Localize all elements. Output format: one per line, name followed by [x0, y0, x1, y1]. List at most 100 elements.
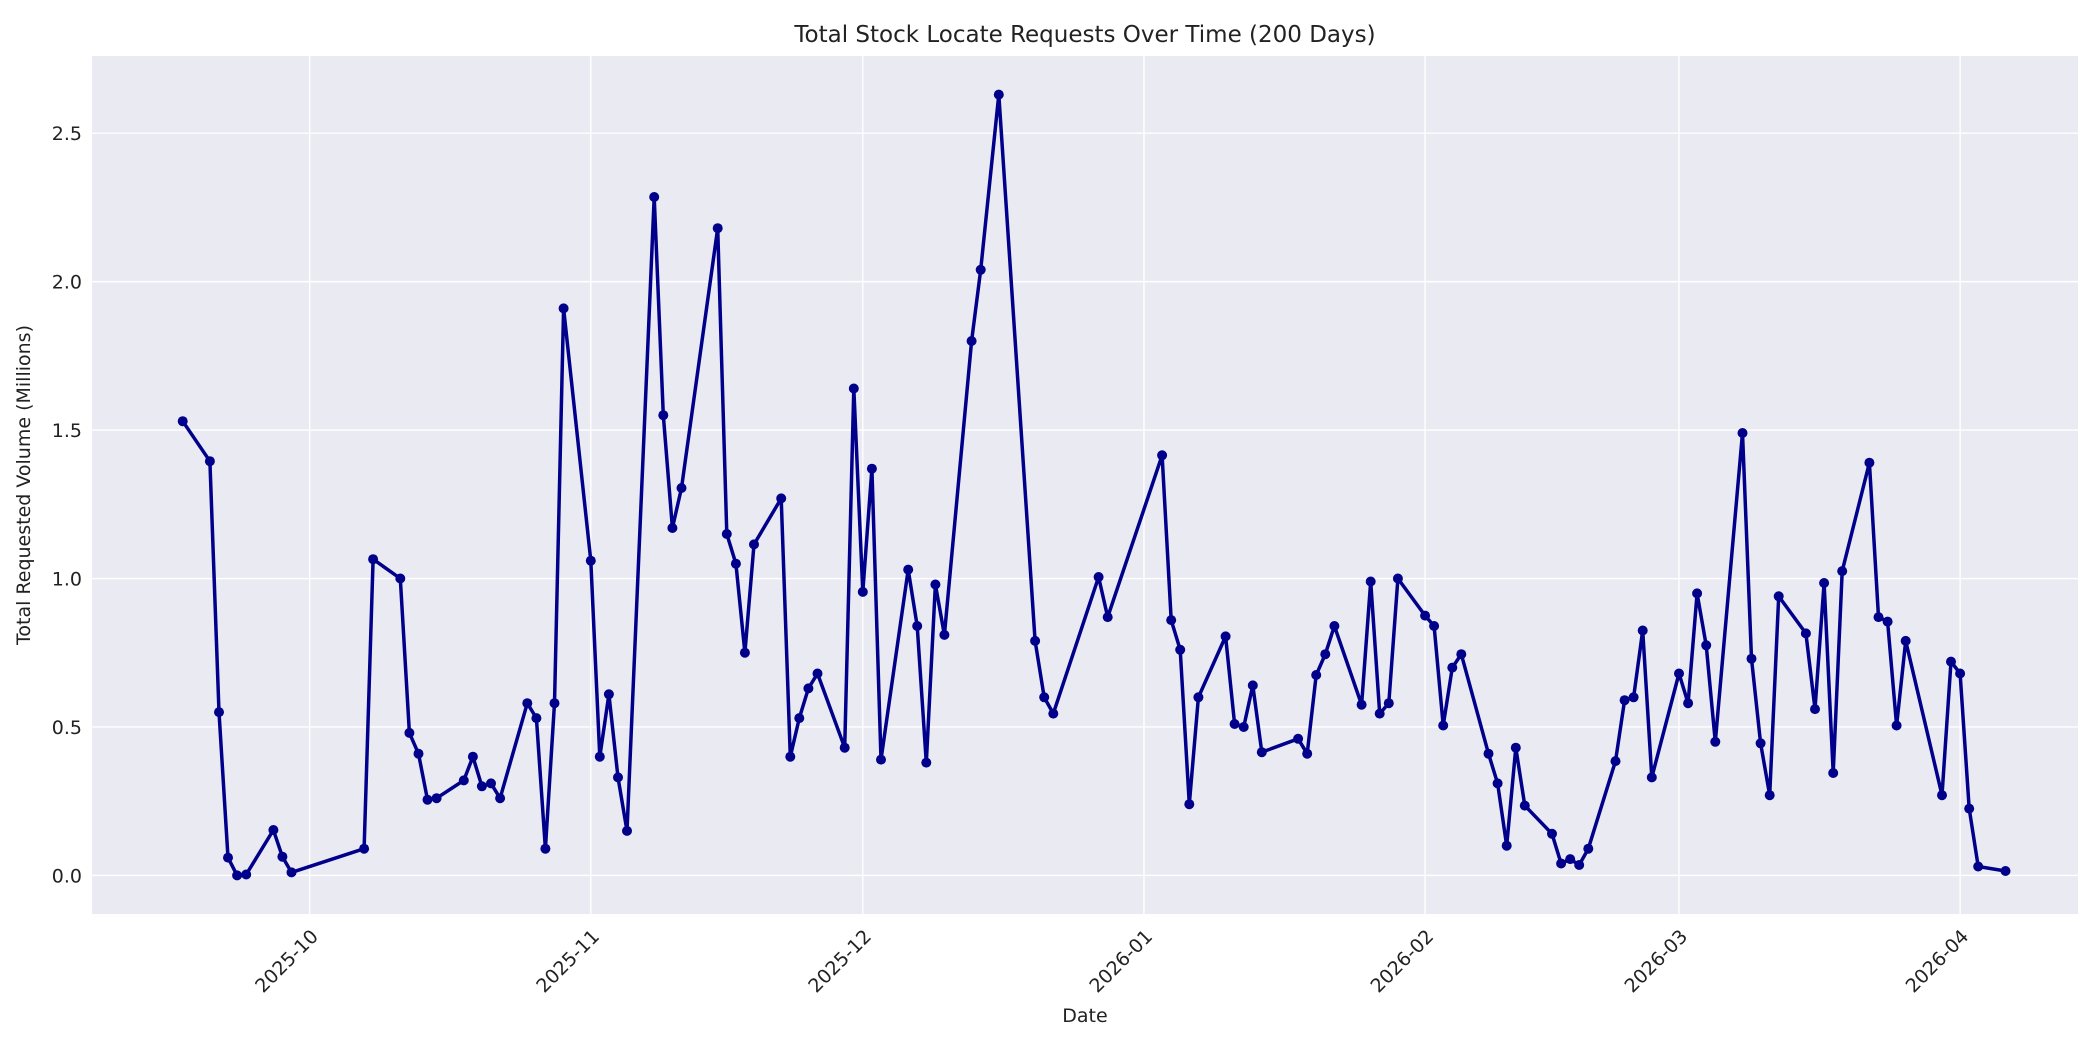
data-point [712, 223, 723, 234]
data-point [1873, 612, 1884, 623]
data-point [1737, 428, 1748, 438]
data-point [1837, 566, 1848, 577]
data-point [1746, 653, 1757, 664]
data-point [1900, 635, 1911, 646]
data-point [486, 778, 496, 789]
data-point [1483, 748, 1494, 759]
data-point [603, 689, 614, 700]
data-point [1420, 610, 1431, 621]
data-point [1302, 748, 1313, 759]
y-axis-label: Total Requested Volume (Millions) [13, 325, 35, 646]
x-tick-label: 2026-04 [1902, 926, 1974, 998]
data-point [1637, 625, 1648, 636]
data-point [1692, 588, 1703, 599]
y-tick-label: 0.0 [52, 865, 82, 887]
data-point [558, 303, 569, 314]
data-point [1102, 612, 1113, 623]
data-point [739, 647, 750, 658]
data-point [223, 852, 233, 863]
data-point [912, 621, 923, 631]
data-point [1610, 756, 1621, 767]
data-point [1674, 668, 1684, 679]
x-tick-label: 2025-11 [532, 926, 604, 998]
data-point [730, 558, 741, 569]
data-point [903, 564, 914, 575]
data-point [395, 573, 406, 584]
data-point [467, 751, 478, 762]
y-tick-label: 0.5 [52, 717, 82, 739]
plot-area [92, 56, 2078, 914]
data-point [413, 748, 424, 759]
chart-title: Total Stock Locate Requests Over Time (2… [793, 22, 1375, 48]
data-point [1229, 719, 1240, 729]
data-point [422, 794, 433, 805]
x-axis-label: Date [1062, 1005, 1107, 1027]
data-point [721, 529, 732, 539]
data-point [1891, 720, 1902, 731]
data-point [1574, 860, 1585, 870]
data-point [1565, 854, 1576, 865]
data-point [540, 843, 551, 854]
data-point [1764, 790, 1775, 801]
data-point [368, 554, 379, 565]
data-point [431, 793, 442, 804]
data-point [177, 416, 188, 427]
data-point [1800, 628, 1811, 639]
data-point [1964, 803, 1975, 814]
data-point [1510, 742, 1521, 753]
data-point [1166, 615, 1177, 626]
data-point [1955, 668, 1966, 679]
data-point [1356, 699, 1367, 710]
y-tick-label: 2.0 [52, 272, 82, 294]
data-point [1556, 858, 1567, 869]
data-point [1755, 738, 1766, 749]
data-point [839, 742, 850, 753]
data-point [1583, 843, 1594, 854]
data-point [930, 579, 941, 590]
data-point [1383, 698, 1394, 709]
data-point [658, 410, 669, 421]
data-point [866, 463, 877, 474]
data-point [531, 713, 542, 724]
data-point [794, 713, 805, 724]
data-point [1329, 621, 1340, 631]
data-point [1048, 708, 1059, 719]
data-point [1492, 778, 1503, 789]
data-point [1374, 708, 1385, 719]
data-point [549, 698, 560, 709]
data-point [803, 683, 814, 694]
data-point [214, 707, 224, 718]
data-point [1701, 640, 1712, 651]
data-point [1447, 662, 1458, 673]
x-tick-label: 2026-03 [1620, 926, 1692, 998]
data-point [404, 727, 415, 738]
data-point [1864, 457, 1875, 468]
data-point [1256, 747, 1267, 758]
data-point [622, 825, 632, 836]
x-tick-label: 2025-10 [251, 926, 323, 998]
data-point [975, 264, 986, 275]
data-point [1193, 692, 1204, 703]
data-point [1311, 670, 1322, 680]
data-point [876, 754, 886, 765]
data-point [1946, 656, 1956, 667]
data-point [1030, 635, 1041, 646]
y-tick-label: 1.5 [52, 420, 82, 442]
data-point [359, 843, 370, 854]
data-point [1320, 649, 1331, 660]
data-point [1220, 631, 1231, 642]
data-point [277, 851, 288, 862]
data-point [921, 757, 932, 768]
data-point [812, 668, 823, 679]
data-point [1828, 768, 1839, 778]
data-point [2000, 866, 2011, 876]
data-point [1157, 450, 1168, 461]
data-point [1646, 772, 1657, 783]
data-point [1247, 680, 1258, 691]
data-point [857, 586, 868, 597]
data-point [776, 493, 787, 504]
data-point [1429, 621, 1440, 631]
grid [92, 56, 2078, 914]
data-point [232, 870, 243, 881]
